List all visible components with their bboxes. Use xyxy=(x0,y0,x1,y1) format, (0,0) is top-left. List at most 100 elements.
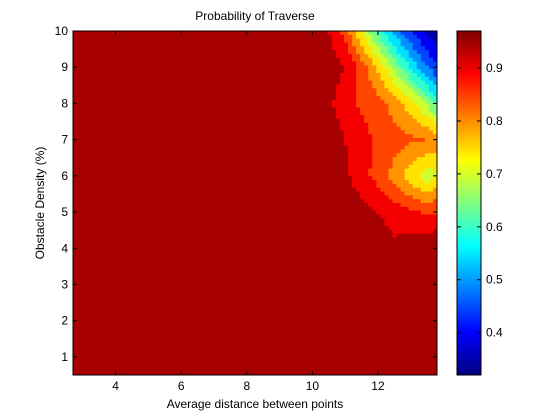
contour-cell xyxy=(194,206,199,212)
contour-cell xyxy=(279,50,284,55)
contour-cell xyxy=(283,57,288,63)
contour-cell xyxy=(97,164,102,170)
contour-cell xyxy=(356,225,361,231)
contour-cell xyxy=(420,191,426,196)
contour-cell xyxy=(105,107,110,112)
contour-cell xyxy=(194,229,199,235)
contour-cell xyxy=(206,118,212,124)
contour-cell xyxy=(182,34,187,40)
contour-cell xyxy=(372,111,377,116)
contour-cell xyxy=(331,118,337,124)
contour-cell xyxy=(161,214,167,219)
contour-cell xyxy=(368,95,373,101)
contour-cell xyxy=(238,88,244,93)
contour-cell xyxy=(149,241,155,246)
contour-cell xyxy=(259,46,264,51)
contour-cell xyxy=(271,138,276,143)
contour-cell xyxy=(323,199,329,204)
contour-cell xyxy=(250,46,256,51)
contour-cell xyxy=(303,141,309,147)
contour-cell xyxy=(145,31,151,36)
contour-cell xyxy=(161,180,167,185)
contour-cell xyxy=(388,99,394,105)
contour-cell xyxy=(335,69,341,74)
contour-cell xyxy=(267,206,272,212)
contour-cell xyxy=(412,199,418,204)
contour-cell xyxy=(400,218,406,223)
contour-cell xyxy=(424,134,430,139)
contour-cell xyxy=(186,229,191,235)
contour-cell xyxy=(218,222,224,227)
contour-cell xyxy=(210,164,216,170)
contour-cell xyxy=(267,229,272,235)
contour-cell xyxy=(129,172,135,177)
contour-cell xyxy=(319,99,325,105)
contour-cell xyxy=(206,195,212,200)
contour-cell xyxy=(170,183,175,189)
contour-cell xyxy=(396,168,402,174)
contour-cell xyxy=(178,214,183,219)
contour-cell xyxy=(295,203,301,208)
contour-cell xyxy=(141,176,147,181)
contour-cell xyxy=(250,76,256,82)
contour-cell xyxy=(416,42,422,47)
contour-cell xyxy=(77,222,82,227)
contour-cell xyxy=(161,157,167,162)
contour-cell xyxy=(113,126,119,131)
contour-cell xyxy=(242,214,248,219)
contour-cell xyxy=(311,203,317,208)
contour-cell xyxy=(93,160,98,166)
contour-cell xyxy=(259,73,264,78)
contour-cell xyxy=(101,210,106,216)
contour-cell xyxy=(331,134,337,139)
contour-cell xyxy=(392,80,398,86)
contour-cell xyxy=(77,195,82,200)
contour-cell xyxy=(388,191,394,196)
contour-cell xyxy=(149,115,155,120)
contour-cell xyxy=(101,122,106,128)
contour-cell xyxy=(194,176,199,181)
contour-cell xyxy=(202,103,208,109)
contour-cell xyxy=(178,122,183,128)
contour-cell xyxy=(174,69,179,74)
contour-cell xyxy=(242,50,248,55)
contour-cell xyxy=(137,199,143,204)
contour-cell xyxy=(360,122,365,128)
contour-cell xyxy=(267,176,272,181)
contour-cell xyxy=(271,149,276,154)
contour-cell xyxy=(105,183,110,189)
contour-cell xyxy=(275,138,280,143)
contour-cell xyxy=(303,34,309,40)
contour-cell xyxy=(109,76,115,82)
contour-cell xyxy=(372,53,377,59)
contour-cell xyxy=(101,134,106,139)
contour-cell xyxy=(372,206,377,212)
contour-cell xyxy=(145,134,151,139)
contour-cell xyxy=(303,164,309,170)
contour-cell xyxy=(343,164,349,170)
contour-cell xyxy=(129,84,135,89)
contour-cell xyxy=(174,80,179,86)
contour-cell xyxy=(166,115,171,120)
contour-cell xyxy=(396,195,402,200)
contour-cell xyxy=(360,42,365,47)
contour-cell xyxy=(93,149,98,154)
contour-cell xyxy=(250,65,256,70)
contour-cell xyxy=(287,141,292,147)
contour-cell xyxy=(222,57,228,63)
contour-cell xyxy=(331,50,337,55)
contour-cell xyxy=(283,149,288,154)
contour-cell xyxy=(129,149,135,154)
contour-cell xyxy=(327,38,333,44)
contour-cell xyxy=(331,103,337,109)
contour-cell xyxy=(250,103,256,109)
contour-cell xyxy=(311,107,317,112)
contour-cell xyxy=(348,138,353,143)
contour-cell xyxy=(275,99,280,105)
contour-cell xyxy=(234,31,240,36)
contour-cell xyxy=(202,61,208,66)
contour-cell xyxy=(77,164,82,170)
contour-cell xyxy=(323,95,329,101)
contour-cell xyxy=(198,191,204,196)
contour-cell xyxy=(412,95,418,101)
